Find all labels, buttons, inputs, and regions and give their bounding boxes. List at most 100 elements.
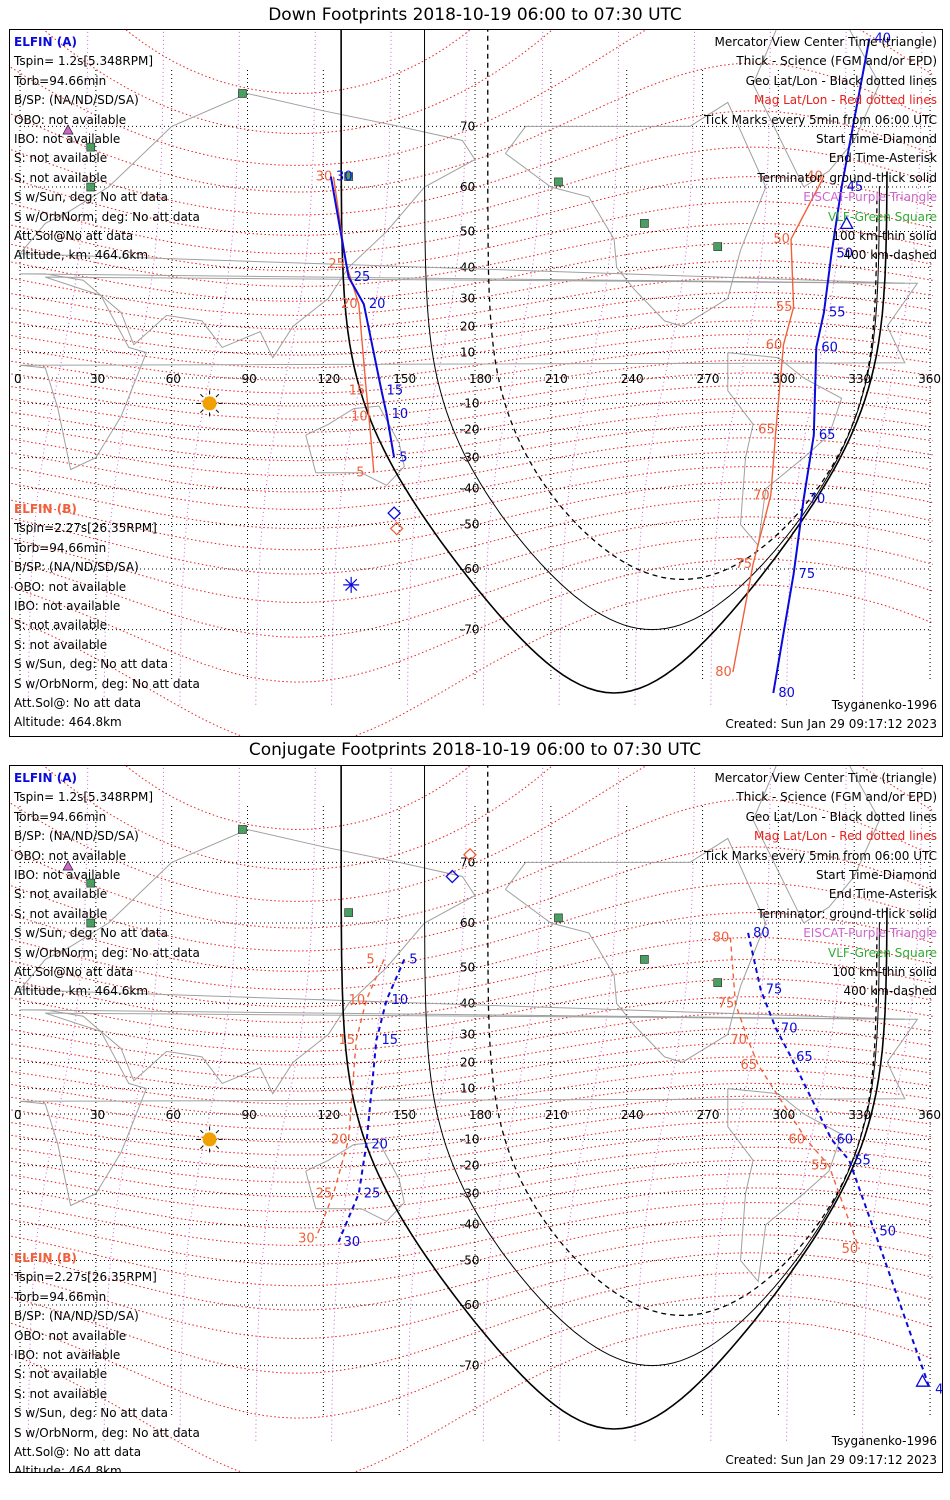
lon-tick-label: 210: [545, 372, 568, 386]
footprint-track: [747, 932, 932, 1390]
elfin-a-lines: Tspin= 1.2s[5.348RPM] Torb=94.66min B/SP: …: [14, 52, 200, 265]
legend-entry: Mag Lat/Lon - Red dotted lines: [753, 829, 937, 844]
lat-tick-label: -10: [460, 396, 480, 410]
legend-entry: 400 km-dashed: [843, 248, 937, 263]
start-diamond: [463, 847, 477, 862]
track-time-label: 80: [778, 686, 795, 701]
lat-tick-label: 10: [460, 346, 475, 360]
info-line: S: not available: [14, 151, 108, 166]
mag-lon-line: [406, 30, 468, 705]
info-line: S: not available: [14, 887, 108, 902]
mag-lat-line: [10, 451, 933, 510]
track-time-label: 70: [781, 1021, 798, 1036]
track-time-label: 45: [847, 180, 864, 195]
vlf-station-square: [86, 182, 96, 192]
map-canvas: 0 30 60 90 120 150 180 210 240 270 300 330 360706050…: [10, 766, 942, 1472]
legend-entry: Start Time-Diamond: [815, 132, 937, 147]
lat-tick-label: 70: [460, 119, 475, 133]
lat-tick-label: -50: [460, 1254, 480, 1268]
mag-lat-line: [10, 1234, 933, 1311]
coastlines: [18, 766, 919, 1283]
created-label: Created: Sun Jan 29 09:17:12 2023: [725, 1453, 937, 1467]
coastline: [19, 276, 919, 471]
mag-lat-line: [10, 958, 933, 1023]
vlf-station-square: [640, 219, 649, 228]
sun-ray: [200, 1129, 204, 1134]
map-canvas: 0 30 60 90 120 150 180 210 240 270 300 330 360706050…: [10, 30, 941, 736]
track-time-label: 50: [837, 247, 854, 262]
lon-tick-label: 90: [242, 1108, 257, 1122]
info-line: OBO: not available: [14, 579, 127, 594]
track-time-label: 40: [806, 170, 823, 185]
mag-lat-line: [10, 320, 933, 369]
track-time-label: 55: [811, 1159, 828, 1174]
track-time-label: 5: [356, 466, 364, 481]
mag-lat-line: [10, 1121, 933, 1169]
track-time-label: 65: [758, 423, 775, 438]
track-time-label: 60: [789, 1132, 806, 1147]
mag-lat-line: [10, 766, 933, 902]
track-time-label: 55: [829, 306, 846, 321]
info-line: Tspin=2.27s[26.35RPM]: [14, 1270, 157, 1285]
start-diamond: [445, 869, 460, 884]
info-line: S: not available: [14, 1386, 108, 1401]
track-time-label: 45: [935, 1383, 942, 1398]
start-diamond: [389, 521, 404, 536]
track-time-label: 15: [382, 1033, 399, 1048]
mag-lat-line: [10, 912, 933, 991]
vlf-station-square: [238, 825, 247, 834]
mag-lat-line: [10, 1294, 933, 1419]
legend-entry: Mercator View Center Time (triangle): [714, 771, 937, 785]
track-time-label: 5: [409, 952, 417, 967]
legend-entry: 100 km-thin solid: [832, 229, 937, 244]
mag-lat-line: [10, 1173, 933, 1229]
lat-tick-label: -50: [460, 518, 480, 532]
vlf-station-square: [238, 89, 247, 98]
info-line: S w/Sun, deg: No att data: [14, 1406, 168, 1421]
sun-ray: [215, 1129, 220, 1134]
info-line: Tspin= 1.2s[5.348RPM]: [14, 54, 154, 69]
info-line: IBO: not available: [14, 599, 121, 614]
info-line: S w/Sun, deg: No att data: [14, 190, 168, 205]
info-line: Att.Sol@: No att data: [14, 696, 142, 711]
legend-entry: Terminator: ground-thick solid: [757, 906, 937, 921]
elfin-b-lines: Tspin=2.27s[26.35RPM] Torb=94.66min B/SP: …: [14, 519, 200, 732]
track-time-label: 65: [740, 1058, 757, 1073]
eiscat-triangle: [62, 860, 74, 871]
coastline: [504, 101, 767, 327]
lon-tick-label: 300: [772, 372, 795, 386]
track-time-label: 50: [880, 1224, 897, 1239]
info-line: IBO: not available: [14, 1348, 121, 1363]
elfin-a-lines: Tspin= 1.2s[5.348RPM] Torb=94.66min B/SP: …: [14, 788, 200, 1001]
info-line: S w/OrbNorm, deg: No att data: [14, 209, 200, 224]
info-line: B/SP: (NA/ND/SD/SA): [14, 93, 139, 108]
sun-ray: [215, 393, 220, 398]
mag-lat-line: [10, 346, 933, 394]
model-label: Tsyganenko-1996: [831, 698, 937, 712]
vlf-station-square: [344, 908, 353, 917]
lat-tick-label: 20: [460, 319, 475, 333]
legend-entry: VLF-Green Square: [828, 209, 937, 224]
info-line: S w/Sun, deg: No att data: [14, 926, 168, 941]
track-time-label: 75: [766, 983, 783, 998]
info-line: S: not available: [14, 906, 108, 921]
lat-tick-label: -40: [460, 1218, 480, 1232]
track-time-label: 40: [874, 32, 891, 47]
mag-lat-line: [10, 1187, 933, 1246]
info-line: S: not available: [14, 1367, 108, 1382]
track-time-label: 5: [399, 451, 407, 466]
terminator-ground: [340, 30, 888, 694]
terminator-ground: [340, 766, 888, 1430]
vlf-station-square: [344, 172, 353, 181]
lon-tick-label: 270: [697, 372, 720, 386]
mag-lat-line: [10, 423, 933, 477]
mag-lat-line: [43, 30, 553, 135]
vlf-station-square: [554, 913, 563, 923]
mag-lat-line: [10, 385, 933, 433]
mag-lat-line: [10, 1027, 933, 1079]
info-line: IBO: not available: [14, 132, 121, 147]
track-time-label: 60: [837, 1132, 854, 1147]
track-time-label: 75: [799, 567, 816, 582]
info-line: B/SP: (NA/ND/SD/SA): [14, 560, 139, 575]
vlf-station-square: [554, 177, 563, 187]
